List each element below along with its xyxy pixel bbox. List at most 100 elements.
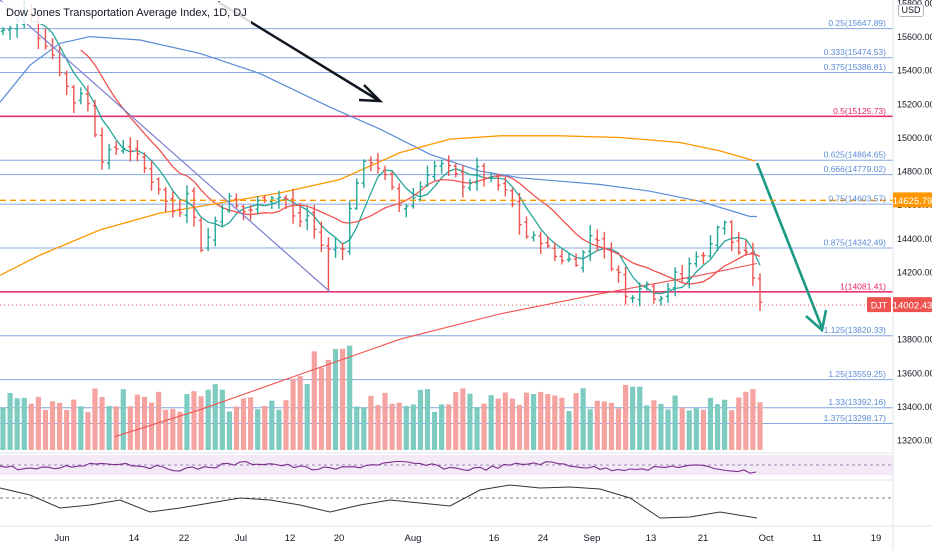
time-axis[interactable]: Jun 14 22 Jul 12 20 Aug 16 24 Sep 13 21 Oct 11 19 <box>54 533 881 544</box>
volume-bar <box>205 389 211 450</box>
volume-bar <box>28 403 34 450</box>
time-tick-label: Aug <box>405 533 422 544</box>
fib-level-label: 1.125(13820.33) <box>824 325 887 335</box>
trend-line <box>0 0 331 293</box>
volume-bar <box>35 396 41 450</box>
volume-bar <box>552 395 558 450</box>
volume-bar <box>106 406 112 450</box>
volume-bar <box>156 391 162 450</box>
price-tick-label: 15200.00 <box>897 99 932 109</box>
fib-level-label: 0.625(14864.65) <box>824 150 887 160</box>
price-badge-text: 14625.79 <box>893 196 932 207</box>
time-tick-label: 16 <box>489 533 500 544</box>
volume-bars <box>0 345 763 450</box>
price-axis-panel[interactable] <box>893 0 932 550</box>
volume-bar <box>700 409 707 450</box>
volume-bar <box>587 409 593 450</box>
volume-bar <box>417 389 424 450</box>
volume-bar <box>212 384 218 450</box>
volume-bar <box>722 399 728 450</box>
volume-bar <box>403 406 409 450</box>
rsi-line <box>0 460 757 474</box>
volume-bar <box>262 405 268 450</box>
volume-bar <box>382 392 388 450</box>
volume-bar <box>134 394 141 450</box>
volume-bar <box>339 348 346 450</box>
volume-bar <box>566 410 572 450</box>
time-tick-label: 11 <box>812 533 822 544</box>
volume-bar <box>64 409 70 450</box>
volume-bar <box>184 394 190 450</box>
volume-bar <box>736 397 742 450</box>
sma-fast-line <box>31 20 761 295</box>
volume-bar <box>354 406 360 450</box>
volume-bar <box>446 404 452 450</box>
volume-bar <box>743 391 749 450</box>
currency-label: USD <box>901 5 921 15</box>
volume-bar <box>467 393 473 450</box>
fib-level-label: 0.75(14603.57) <box>828 194 886 204</box>
fib-level-label: 1(14081.41) <box>840 281 886 291</box>
volume-bar <box>170 408 176 450</box>
fib-level-label: 1.33(13392.16) <box>828 397 886 407</box>
volume-bar <box>679 407 685 450</box>
volume-bar <box>453 392 459 450</box>
fib-levels <box>0 28 893 424</box>
currency-badge[interactable]: USD <box>898 4 924 17</box>
fib-level-label: 0.333(15474.53) <box>824 47 887 57</box>
price-tick-label: 15400.00 <box>897 66 932 76</box>
price-tick-label: 13800.00 <box>897 335 932 345</box>
volume-bar <box>488 395 494 450</box>
time-tick-label: 24 <box>538 533 549 544</box>
fib-level-label: 0.375(15386.81) <box>824 62 887 72</box>
price-tick-label: 14200.00 <box>897 267 932 277</box>
volume-bar <box>318 367 324 450</box>
volume-bar <box>233 406 240 450</box>
volume-bar <box>389 403 395 450</box>
time-tick-label: 20 <box>334 533 345 544</box>
volume-bar <box>290 378 296 450</box>
time-tick-label: Sep <box>584 533 601 544</box>
volume-bar <box>240 398 247 450</box>
volume-bar <box>665 409 671 450</box>
volume-bar <box>608 402 615 450</box>
volume-bar <box>637 386 643 450</box>
volume-bar <box>368 395 374 450</box>
volume-bar <box>460 388 466 450</box>
volume-bar <box>651 400 657 450</box>
volume-bar <box>120 389 126 450</box>
fib-level-labels: 0.25(15647.89) 0.333(15474.53) 0.375(15386… <box>824 18 887 423</box>
volume-bar <box>750 389 756 450</box>
volume-bar <box>361 407 367 450</box>
volume-bar <box>191 391 197 450</box>
price-tick-label: 14400.00 <box>897 234 932 244</box>
volume-bar <box>283 400 289 450</box>
volume-bar <box>163 409 169 450</box>
candles <box>0 1 763 312</box>
volume-bar <box>42 409 49 450</box>
price-tick-label: 13600.00 <box>897 368 932 378</box>
volume-bar <box>580 388 586 450</box>
volume-bar <box>332 349 339 450</box>
fib-level-label: 1.375(13298.17) <box>824 413 887 423</box>
volume-bar <box>71 399 77 450</box>
volume-bar <box>630 386 636 450</box>
volume-bar <box>325 359 332 450</box>
volume-bar <box>559 397 565 450</box>
volume-bar <box>127 406 133 450</box>
volume-bar <box>516 404 523 450</box>
time-tick-label: 19 <box>871 533 882 544</box>
volume-bar <box>658 403 664 450</box>
volume-bar <box>49 401 56 450</box>
time-tick-label: Oct <box>759 533 774 544</box>
volume-bar <box>198 396 204 450</box>
volume-bar <box>622 384 629 450</box>
volume-bar <box>78 406 84 450</box>
volume-bar <box>248 397 254 450</box>
fib-level-label: 1.25(13559.25) <box>828 369 886 379</box>
volume-bar <box>219 389 225 450</box>
volume-bar <box>255 409 261 450</box>
fib-level-label: 0.666(14779.02) <box>824 164 887 174</box>
volume-bar <box>410 404 416 450</box>
